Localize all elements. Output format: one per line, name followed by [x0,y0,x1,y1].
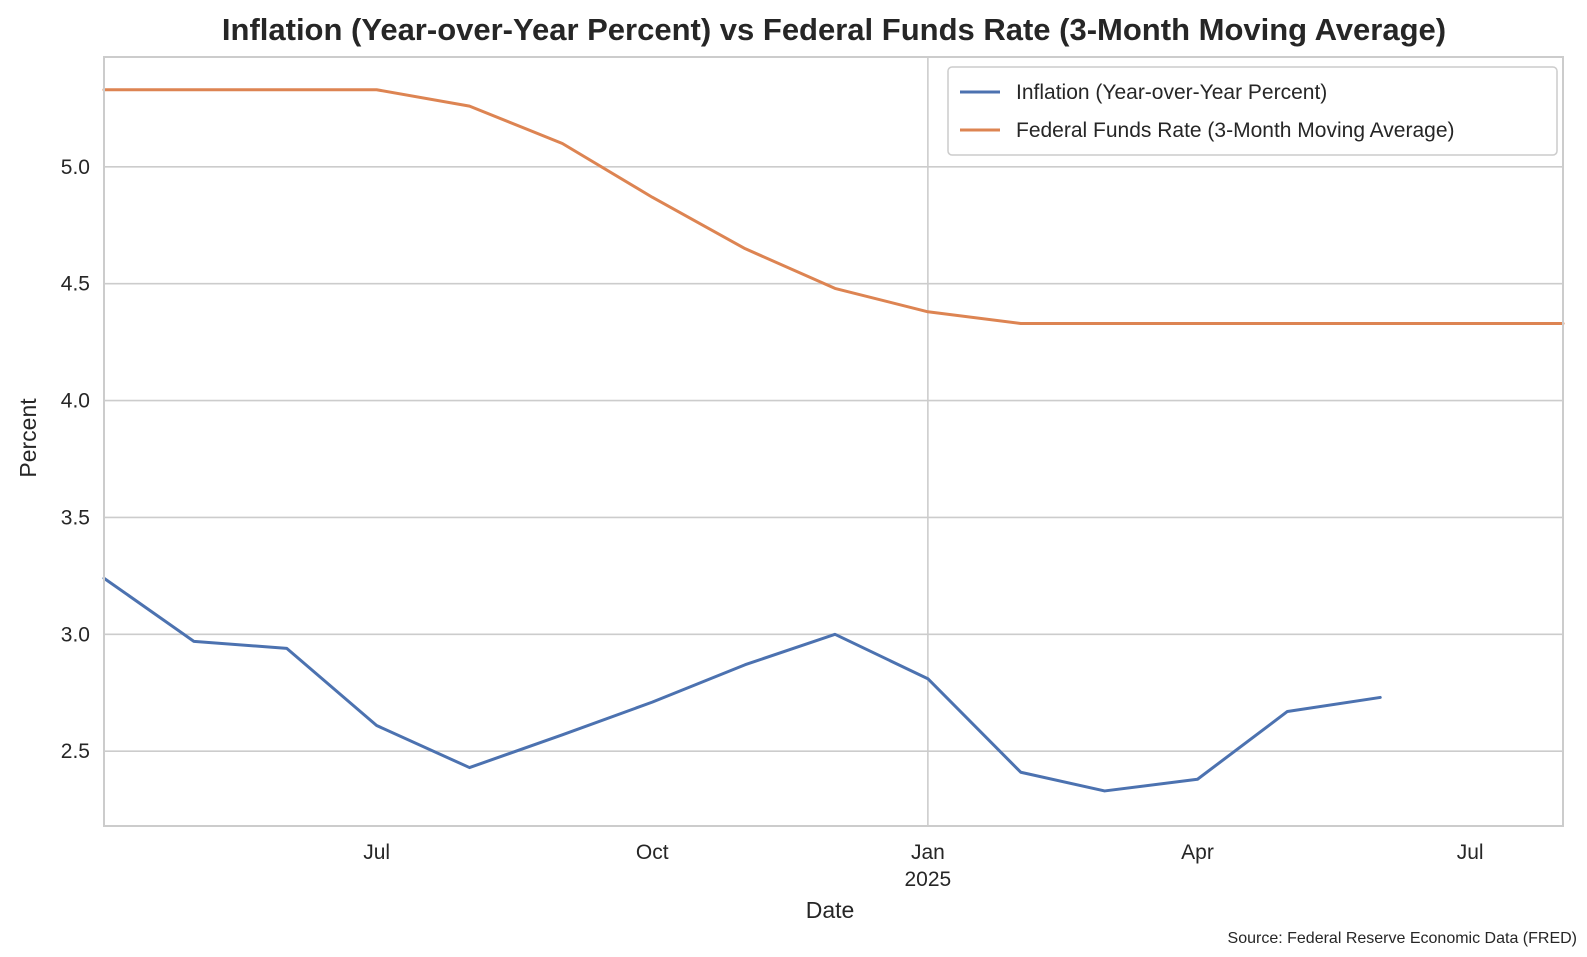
x-tick-label: Jan [911,841,945,864]
y-axis-ticks: 2.5 3.0 3.5 4.0 4.5 5.0 [61,156,90,763]
x-axis-ticks: Jul Oct Jan 2025 Apr Jul [363,841,1483,891]
series-lines [102,88,1565,793]
x-tick-label: Oct [636,841,669,864]
y-tick-label: 4.5 [61,273,90,296]
x-tick-sublabel: 2025 [905,868,952,891]
legend-box [947,66,1558,156]
legend: Inflation (Year-over-Year Percent) Federa… [947,66,1558,156]
source-note: Source: Federal Reserve Economic Data (F… [1228,930,1577,947]
x-tick-label: Apr [1181,841,1214,864]
plot-frame [103,56,1564,827]
x-tick-label: Jul [363,841,390,864]
y-tick-label: 3.5 [61,506,90,529]
legend-label: Inflation (Year-over-Year Percent) [1016,81,1327,104]
legend-label: Federal Funds Rate (3-Month Moving Avera… [1016,119,1455,142]
y-tick-label: 4.0 [61,390,90,413]
y-tick-label: 5.0 [61,156,90,179]
y-axis-label: Percent [15,398,41,478]
series-line [102,88,1565,325]
grid-lines [104,57,1563,826]
series-line [102,576,1382,793]
y-tick-label: 2.5 [61,740,90,763]
y-tick-label: 3.0 [61,623,90,646]
x-tick-label: Jul [1457,841,1484,864]
x-axis-label: Date [806,897,855,923]
chart-title: Inflation (Year-over-Year Percent) vs Fe… [222,12,1446,47]
